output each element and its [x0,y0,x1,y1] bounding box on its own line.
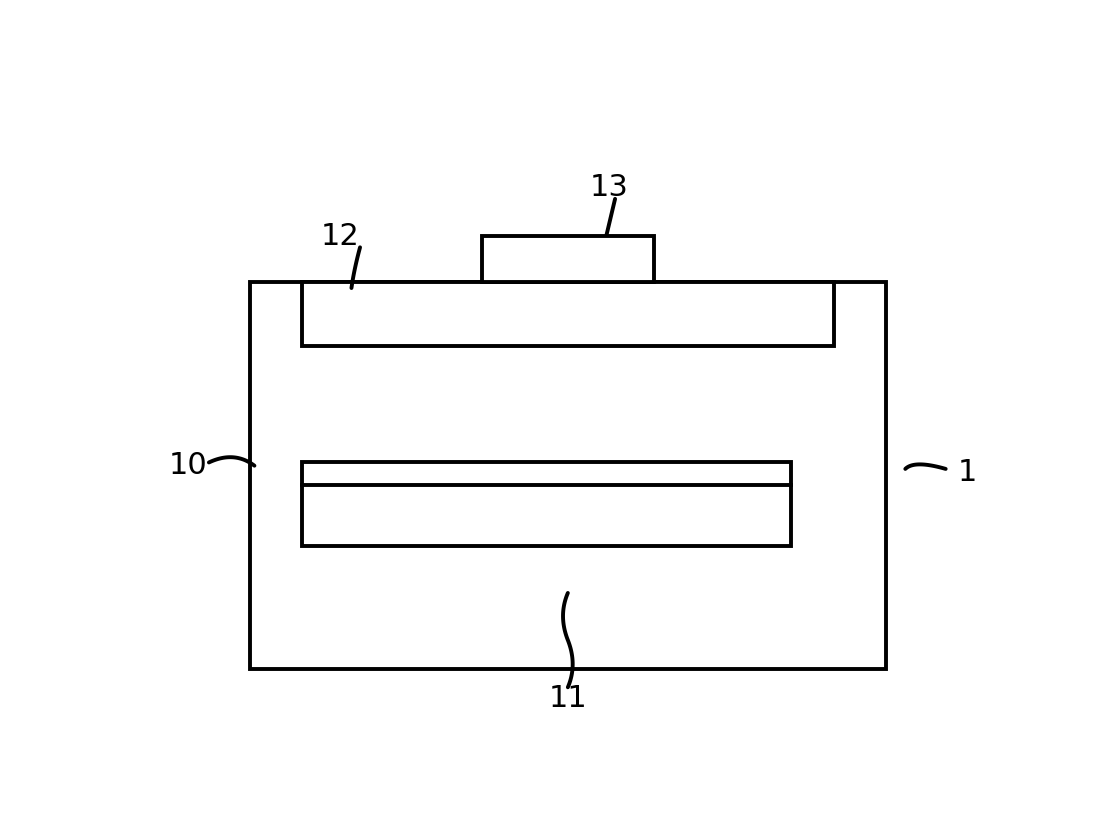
Bar [301,462,791,546]
Bar [301,282,834,347]
Text: 11: 11 [548,684,587,713]
Text: 1: 1 [957,457,977,487]
Bar [482,237,654,282]
Text: 10: 10 [168,451,207,480]
Bar [250,282,885,670]
Text: 12: 12 [321,221,360,251]
Text: 13: 13 [589,174,628,202]
